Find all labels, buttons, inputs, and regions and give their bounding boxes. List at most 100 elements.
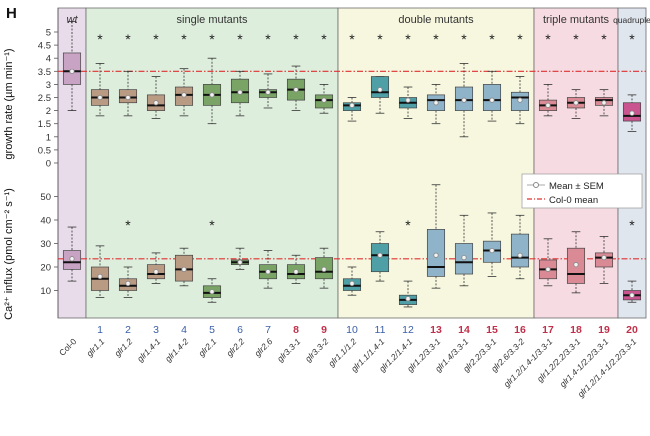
y-tick-label-growth: 2.5	[38, 93, 51, 104]
genotype-number: 10	[346, 324, 358, 336]
y-tick-label-growth: 2	[46, 106, 51, 117]
genotype-number: 14	[458, 324, 470, 336]
y-tick-label-growth: 4	[46, 54, 51, 65]
genotype-number: 9	[321, 324, 327, 336]
mean-marker	[209, 92, 215, 98]
mean-marker	[433, 252, 439, 258]
significance-star: *	[433, 31, 439, 47]
mean-marker	[461, 255, 467, 261]
y-tick-label-growth: 3.5	[38, 67, 51, 78]
significance-star: *	[517, 31, 523, 47]
box-0	[62, 52, 82, 85]
mean-marker	[377, 87, 383, 93]
mean-marker	[181, 92, 187, 98]
genotype-number: 18	[570, 324, 582, 336]
mean-marker	[349, 280, 355, 287]
genotype-number: 3	[153, 324, 159, 336]
significance-star: *	[377, 31, 383, 47]
significance-star: *	[629, 217, 635, 233]
y-tick-label-influx: 10	[40, 286, 51, 297]
significance-star: *	[97, 31, 103, 47]
mean-marker	[405, 97, 411, 103]
genotype-number: 7	[265, 324, 271, 336]
category-label: glr3.3-2	[303, 336, 331, 364]
y-tick-label-growth: 3	[46, 80, 51, 91]
mean-marker	[237, 89, 243, 95]
category-label: glr2.6	[252, 336, 274, 358]
genotype-number: 12	[402, 324, 414, 336]
category-label: glr3.3-1	[275, 336, 303, 364]
mean-marker	[461, 97, 467, 103]
genotype-number: 11	[375, 324, 386, 336]
mean-marker	[601, 100, 607, 106]
genotype-number: 13	[430, 324, 442, 336]
mean-marker	[125, 280, 131, 287]
genotype-number: 17	[542, 324, 554, 336]
genotype-number: 8	[293, 324, 299, 336]
mean-marker	[237, 259, 243, 265]
mean-marker	[97, 273, 103, 279]
significance-star: *	[601, 31, 607, 47]
mean-marker	[69, 68, 75, 74]
y-tick-label-growth: 1	[46, 132, 51, 143]
mean-marker	[489, 247, 495, 254]
category-label: glr1.4-2	[163, 336, 191, 364]
genotype-number: 4	[181, 324, 187, 336]
mean-marker	[265, 269, 271, 275]
genotype-number: 19	[598, 324, 610, 336]
significance-star: *	[489, 31, 495, 47]
significance-star: *	[293, 31, 299, 47]
group-panel-4	[617, 7, 647, 319]
legend-mean-label: Mean ± SEM	[549, 181, 604, 192]
mean-marker	[209, 289, 215, 295]
y-tick-label-growth: 0.5	[38, 145, 51, 156]
y-axis-label-influx: Ca²⁺ influx (pmol cm⁻² s⁻¹)	[3, 188, 15, 320]
significance-star: *	[545, 31, 551, 47]
genotype-number: 2	[125, 324, 131, 336]
legend: Mean ± SEM Col-0 mean	[521, 173, 643, 209]
panel-letter: H	[6, 5, 17, 22]
significance-star: *	[237, 31, 243, 47]
box-16	[510, 233, 530, 268]
group-label-4: quadruple	[613, 15, 650, 25]
y-tick-label-growth: 4.5	[38, 41, 51, 52]
significance-star: *	[209, 31, 215, 47]
genotype-number: 16	[514, 324, 526, 336]
genotype-number: 1	[97, 324, 103, 336]
mean-marker	[629, 110, 635, 116]
mean-marker	[125, 94, 131, 101]
genotype-number: 15	[486, 324, 498, 336]
group-label-0: wt	[67, 14, 79, 26]
significance-star: *	[461, 31, 467, 47]
mean-marker	[293, 87, 299, 93]
group-label-1: single mutants	[177, 14, 248, 26]
category-label: glr1.2	[112, 336, 134, 358]
mean-marker	[489, 97, 495, 103]
category-label: Col-0	[57, 336, 79, 358]
mean-marker	[349, 102, 355, 108]
mean-marker	[545, 102, 551, 108]
mean-marker	[601, 255, 607, 261]
category-label: glr2.1	[196, 336, 218, 358]
significance-star: *	[573, 31, 579, 47]
legend-mean-marker	[533, 182, 539, 188]
significance-star: *	[125, 217, 131, 233]
mean-marker	[629, 292, 635, 298]
mean-marker	[573, 100, 579, 106]
significance-star: *	[209, 217, 215, 233]
mean-marker	[153, 100, 159, 106]
box-11	[370, 76, 390, 98]
group-label-2: double mutants	[398, 14, 474, 26]
y-tick-label-influx: 20	[40, 263, 51, 274]
group-panel-2	[337, 7, 535, 319]
genotype-number: 20	[626, 324, 638, 336]
y-axis-label-growth: growth rate (µm min⁻¹)	[3, 48, 15, 159]
mean-marker	[405, 296, 411, 302]
legend-box	[521, 173, 643, 209]
mean-marker	[573, 262, 579, 268]
mean-marker	[69, 256, 75, 262]
y-tick-label-influx: 40	[40, 216, 51, 227]
y-tick-label-growth: 0	[46, 159, 51, 170]
box-15	[482, 84, 502, 111]
significance-star: *	[349, 31, 355, 47]
